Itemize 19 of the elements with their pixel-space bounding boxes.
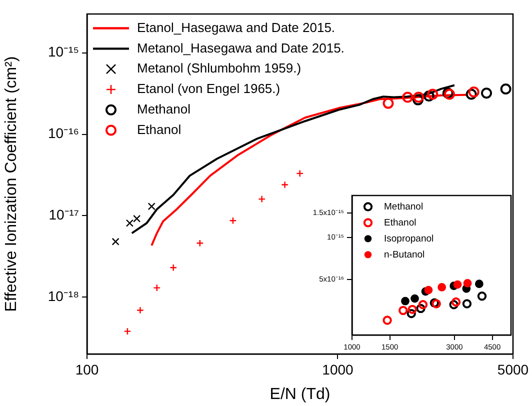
legend-label: Methanol xyxy=(384,201,424,212)
legend-label: Metanol_Hasegawa and Date 2015. xyxy=(137,40,344,56)
legend-label: n-Butanol xyxy=(384,249,425,260)
x-tick-label: 100 xyxy=(75,361,99,378)
x-tick-label: 5000 xyxy=(497,361,529,378)
legend-label: Methanol xyxy=(137,101,191,116)
legend-label: Metanol (Shlumbohm 1959.) xyxy=(137,60,302,76)
legend-label: Etanol (von Engel 1965.) xyxy=(137,81,280,96)
y-axis-title: Effective Ionization Coefficient (cm²) xyxy=(3,56,20,312)
legend-label: Etanol_Hasegawa and Date 2015. xyxy=(137,20,336,35)
y-tick-label: 10⁻¹⁵ xyxy=(48,44,79,60)
x-axis-title: E/N (Td) xyxy=(270,386,330,403)
y-tick-label: 10⁻¹⁸ xyxy=(48,288,80,304)
legend-label: Ethanol xyxy=(137,122,182,137)
legend-label: Isopropanol xyxy=(384,233,434,244)
y-tick-label: 10⁻¹⁷ xyxy=(48,206,79,223)
legend-label: Ethanol xyxy=(384,217,416,228)
x-tick-label: 1000 xyxy=(322,361,354,378)
y-tick-label: 10⁻¹⁶ xyxy=(48,125,79,142)
